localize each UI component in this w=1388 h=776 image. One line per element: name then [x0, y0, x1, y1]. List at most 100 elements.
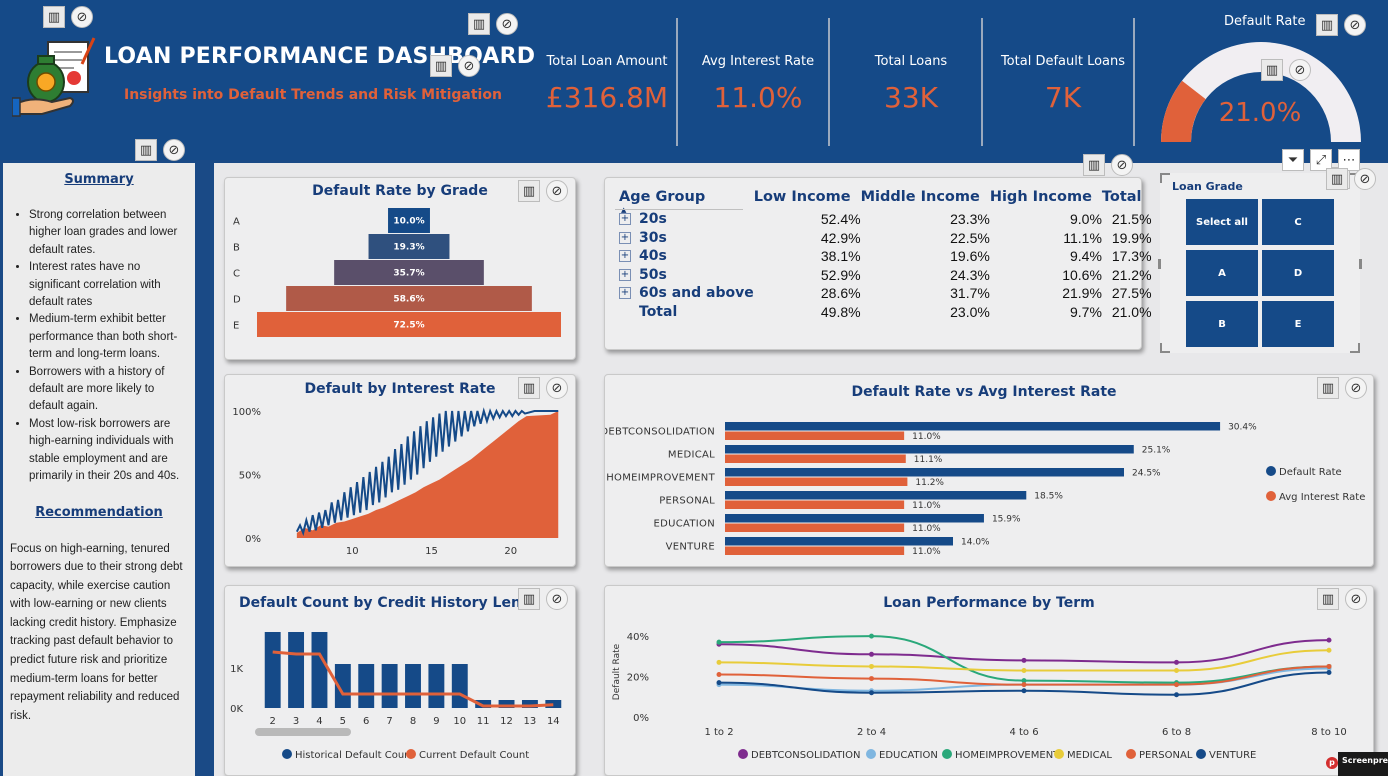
grade-bar: [388, 208, 430, 233]
chart-insights-icon[interactable]: ▥: [518, 180, 540, 202]
matrix-row-label[interactable]: +60s and above: [619, 284, 754, 303]
chart-insights-icon[interactable]: ▥: [1261, 59, 1283, 81]
default-vs-interest-card[interactable]: Default Rate vs Avg Interest Rate DEBTCO…: [604, 374, 1374, 567]
kpi-value: 7K: [1044, 81, 1082, 114]
chart-insights-icon[interactable]: ▥: [518, 377, 540, 399]
matrix-cell: 19.9%: [1111, 229, 1152, 246]
default-rate-by-grade-card[interactable]: Default Rate by Grade A 10.0% B 19.3% C 35.7%…: [224, 177, 576, 360]
matrix-cell: 52.4%: [820, 211, 861, 228]
card-title: Default Count by Credit History Leng: [239, 595, 531, 611]
purpose-bar: [725, 491, 1027, 500]
x-tick-label: 4: [316, 716, 322, 727]
matrix-row-label[interactable]: +40s: [619, 247, 754, 266]
x-tick-label: 4 to 6: [1009, 727, 1038, 738]
kpi-total-loans: Total Loans 33K: [838, 18, 984, 148]
x-tick-label: 9: [433, 716, 439, 727]
legend-label: Default Rate: [1279, 467, 1342, 478]
matrix-total-row: Total 49.8% 23.0% 9.7% 21.0%: [619, 303, 1152, 322]
horizontal-scrollbar[interactable]: [255, 728, 351, 736]
matrix-header[interactable]: Low Income: [753, 189, 851, 205]
purpose-bar-chart: DEBTCONSOLIDATION 30.4% 11.0% MEDICAL 25.1% 1…: [605, 422, 1365, 557]
expand-plus-icon[interactable]: +: [619, 250, 631, 263]
default-count-credit-history-card[interactable]: Default Count by Credit History Leng 0K 1…: [224, 585, 576, 776]
do-not-disturb-icon[interactable]: ⊘: [458, 55, 480, 77]
gauge-value: 21.0%: [1218, 98, 1302, 128]
slicer-tile-c[interactable]: C: [1262, 199, 1334, 245]
loan-performance-term-card[interactable]: Loan Performance by Term 0% 20% 40% Default…: [604, 585, 1374, 776]
do-not-disturb-icon[interactable]: ⊘: [1289, 59, 1311, 81]
resize-handle[interactable]: [1158, 259, 1161, 269]
resize-handle[interactable]: [1160, 343, 1170, 353]
expand-plus-icon[interactable]: +: [619, 268, 631, 281]
more-options-icon[interactable]: ⋯: [1338, 149, 1360, 171]
term-point: [1326, 637, 1332, 643]
matrix-header[interactable]: Middle Income: [860, 189, 980, 205]
resize-handle[interactable]: [1350, 343, 1360, 353]
history-bar: [475, 700, 492, 708]
default-by-interest-rate-card[interactable]: Default by Interest Rate 0% 50% 100% 10 15 20…: [224, 374, 576, 567]
expand-plus-icon[interactable]: +: [619, 231, 631, 244]
matrix-header[interactable]: Total: [1101, 189, 1142, 205]
summary-heading: Summary: [64, 172, 134, 187]
loan-grade-slicer[interactable]: Loan Grade Select all C A D B E ⊘: [1158, 167, 1362, 353]
matrix-header[interactable]: High Income: [989, 189, 1092, 205]
matrix-row-label[interactable]: +20s: [619, 210, 754, 229]
recommendation-text: Focus on high-earning, tenured borrowers…: [10, 542, 183, 722]
do-not-disturb-icon[interactable]: ⊘: [163, 139, 185, 161]
do-not-disturb-icon[interactable]: ⊘: [1345, 588, 1367, 610]
do-not-disturb-icon[interactable]: ⊘: [1345, 377, 1367, 399]
category-label: E: [233, 321, 239, 332]
category-label: C: [233, 269, 240, 280]
grade-bar: [286, 286, 532, 311]
chart-insights-icon[interactable]: ▥: [430, 55, 452, 77]
chart-insights-icon[interactable]: ▥: [518, 588, 540, 610]
purpose-bar: [725, 523, 905, 532]
do-not-disturb-icon[interactable]: ⊘: [546, 377, 568, 399]
do-not-disturb-icon[interactable]: ⊘: [496, 13, 518, 35]
do-not-disturb-icon[interactable]: ⊘: [546, 180, 568, 202]
chart-insights-icon[interactable]: ▥: [1317, 588, 1339, 610]
do-not-disturb-icon[interactable]: ⊘: [71, 6, 93, 28]
slicer-tile-e[interactable]: E: [1262, 301, 1334, 347]
slicer-tile-d[interactable]: D: [1262, 250, 1334, 296]
legend-label: DEBTCONSOLIDATION: [751, 750, 860, 761]
focus-mode-icon[interactable]: ⤢: [1310, 149, 1332, 171]
filter-icon[interactable]: ⏷: [1282, 149, 1304, 171]
slicer-tile-select-all[interactable]: Select all: [1186, 199, 1258, 245]
chart-insights-icon[interactable]: ▥: [1317, 377, 1339, 399]
chart-insights-icon[interactable]: ▥: [135, 139, 157, 161]
do-not-disturb-icon[interactable]: ⊘: [546, 588, 568, 610]
matrix-header[interactable]: Age Group: [619, 189, 706, 205]
table-row: +50s 52.9% 24.3% 10.6% 21.2%: [619, 266, 1152, 285]
term-point: [1021, 688, 1027, 694]
data-label: 11.2%: [915, 478, 944, 488]
matrix-cell: 49.8%: [820, 303, 861, 320]
chart-insights-icon[interactable]: ▥: [43, 6, 65, 28]
do-not-disturb-icon[interactable]: ⊘: [1354, 168, 1376, 190]
chart-insights-icon[interactable]: ▥: [468, 13, 490, 35]
matrix-cell: 19.6%: [950, 248, 990, 265]
chart-insights-icon[interactable]: ▥: [1316, 14, 1338, 36]
card-title: Default Rate vs Avg Interest Rate: [851, 384, 1117, 400]
resize-handle[interactable]: [1160, 173, 1170, 183]
do-not-disturb-icon[interactable]: ⊘: [1111, 154, 1133, 176]
expand-plus-icon[interactable]: +: [619, 287, 631, 300]
term-point: [869, 676, 874, 682]
table-row: +60s and above 28.6% 31.7% 21.9% 27.5%: [619, 284, 1152, 303]
slicer-tile-a[interactable]: A: [1186, 250, 1258, 296]
do-not-disturb-icon[interactable]: ⊘: [1344, 14, 1366, 36]
resize-handle[interactable]: [1359, 259, 1362, 269]
data-label: 11.0%: [912, 432, 941, 442]
age-income-matrix-card[interactable]: Age Group Low Income Middle Income High …: [604, 154, 1152, 350]
category-label: MEDICAL: [668, 450, 715, 461]
matrix-row-label[interactable]: +50s: [619, 266, 754, 285]
sort-ascending-icon[interactable]: ▲: [621, 206, 627, 214]
chart-insights-icon[interactable]: ▥: [1326, 168, 1348, 190]
slicer-tile-b[interactable]: B: [1186, 301, 1258, 347]
x-tick-label: 5: [340, 716, 346, 727]
x-tick-label: 7: [386, 716, 392, 727]
chart-insights-icon[interactable]: ▥: [1083, 154, 1105, 176]
expand-plus-icon[interactable]: +: [619, 213, 631, 226]
matrix-row-label[interactable]: +30s: [619, 229, 754, 248]
term-point: [1326, 670, 1332, 676]
